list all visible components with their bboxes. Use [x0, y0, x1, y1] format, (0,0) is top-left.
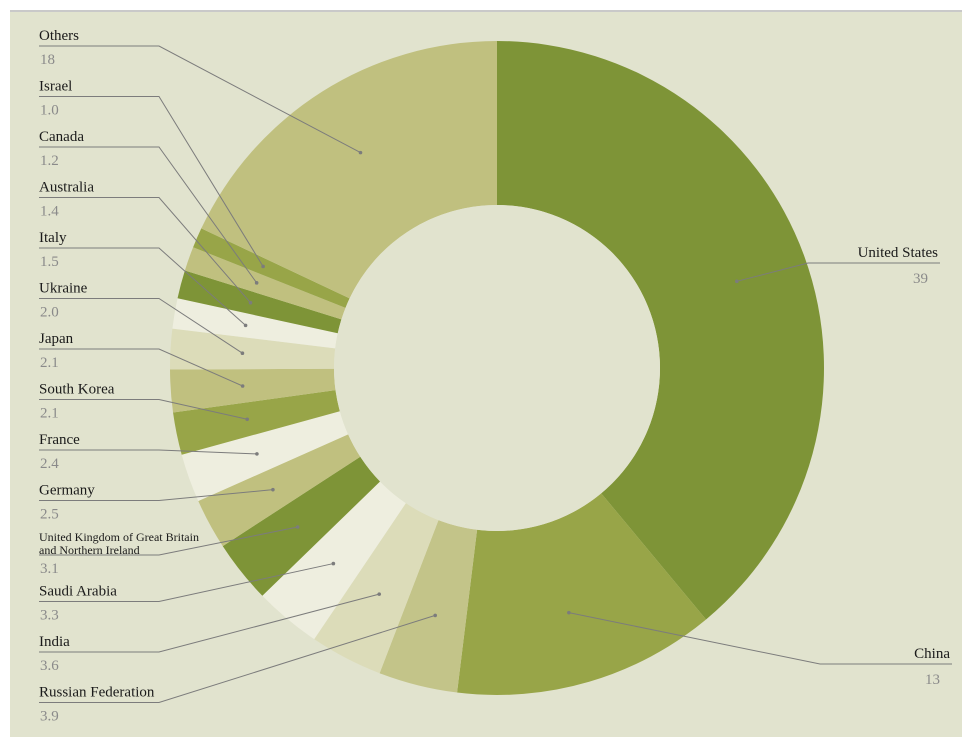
- slice-italy[interactable]: [172, 298, 338, 349]
- label-value-united-kingdom-of-great-britain-and-northern-ireland: 3.1: [40, 561, 59, 577]
- leader-dot-united-kingdom-of-great-britain-and-northern-ireland: [295, 525, 300, 529]
- label-value-italy: 1.5: [40, 254, 59, 270]
- label-value-israel: 1.0: [40, 103, 59, 119]
- label-name-united-kingdom-of-great-britain-and-northern-ireland-line-1: United Kingdom of Great Britain: [39, 530, 199, 544]
- leader-line-germany: [39, 489, 273, 501]
- leader-dot-others: [358, 150, 363, 155]
- label-group-australia: Australia 1.4: [39, 180, 253, 305]
- leader-line-ukraine: [39, 298, 243, 354]
- label-value-saudi-arabia: 3.3: [40, 608, 59, 624]
- label-name-ukraine: Ukraine: [39, 281, 88, 297]
- leader-line-south-korea: [39, 399, 248, 420]
- label-name-south-korea: South Korea: [39, 382, 115, 398]
- leader-line-australia: [39, 197, 251, 304]
- leader-line-others: [39, 45, 361, 154]
- label-group-italy: Italy 1.5: [39, 230, 248, 328]
- leader-line-saudi-arabia: [39, 563, 334, 602]
- label-value-russian-federation: 3.9: [40, 709, 59, 725]
- label-group-india: India 3.6: [39, 592, 382, 674]
- leader-dot-italy: [243, 323, 248, 328]
- leader-dot-india: [377, 592, 382, 596]
- label-name-canada: Canada: [39, 129, 84, 145]
- label-name-united-kingdom-of-great-britain-and-northern-ireland-line-2: and Northern Ireland: [39, 543, 140, 557]
- leader-dot-united-states: [735, 279, 739, 284]
- leader-dot-south-korea: [245, 417, 250, 422]
- leader-line-japan: [39, 348, 243, 387]
- slice-south-korea[interactable]: [173, 390, 340, 455]
- slice-others[interactable]: [201, 40, 497, 299]
- leader-dot-canada: [254, 281, 259, 285]
- leader-line-united-kingdom-of-great-britain-and-northern-ireland: [39, 526, 298, 556]
- label-name-germany: Germany: [39, 483, 95, 499]
- label-group-russian-federation: Russian Federation 3.9: [39, 613, 437, 725]
- label-value-india: 3.6: [40, 658, 59, 674]
- label-name-russian-federation: Russian Federation: [39, 685, 155, 701]
- leader-dot-russian-federation: [433, 613, 437, 618]
- slice-russian-federation[interactable]: [379, 520, 478, 693]
- label-value-china: 13: [925, 672, 940, 688]
- leader-dot-japan: [240, 384, 245, 388]
- label-value-united-states: 39: [913, 271, 928, 287]
- label-group-germany: Germany 2.5: [39, 483, 275, 523]
- leader-line-italy: [39, 247, 246, 326]
- slice-united-kingdom-of-great-britain-and-northern-ireland[interactable]: [222, 456, 381, 596]
- label-group-canada: Canada 1.2: [39, 129, 259, 285]
- slice-india[interactable]: [314, 503, 439, 674]
- leader-dot-saudi-arabia: [331, 561, 336, 566]
- label-name-china: China: [914, 646, 950, 662]
- label-value-germany: 2.5: [40, 507, 59, 523]
- label-name-israel: Israel: [39, 79, 72, 95]
- slice-japan[interactable]: [170, 368, 336, 413]
- label-name-australia: Australia: [39, 180, 94, 196]
- label-group-south-korea: South Korea 2.1: [39, 382, 250, 422]
- label-value-canada: 1.2: [40, 153, 59, 169]
- label-name-france: France: [39, 432, 80, 448]
- label-group-japan: Japan 2.1: [39, 331, 245, 388]
- slice-australia[interactable]: [177, 270, 342, 334]
- label-name-saudi-arabia: Saudi Arabia: [39, 584, 117, 600]
- label-group-ukraine: Ukraine 2.0: [39, 281, 245, 356]
- label-group-saudi-arabia: Saudi Arabia 3.3: [39, 561, 336, 624]
- label-name-japan: Japan: [39, 331, 74, 347]
- leader-line-china: [568, 612, 952, 665]
- label-name-italy: Italy: [39, 230, 67, 246]
- leader-line-united-states: [736, 262, 940, 282]
- donut-hole: [334, 205, 660, 531]
- leader-dot-france: [255, 452, 259, 456]
- label-name-united-states: United States: [858, 245, 939, 261]
- label-group-united-states: United States 39: [735, 245, 940, 287]
- leader-line-france: [39, 449, 257, 455]
- leader-line-canada: [39, 146, 258, 284]
- label-name-india: India: [39, 634, 70, 650]
- leader-dot-australia: [248, 300, 253, 305]
- label-value-japan: 2.1: [40, 355, 59, 371]
- label-value-ukraine: 2.0: [40, 305, 59, 321]
- slice-canada[interactable]: [184, 247, 346, 320]
- label-group-china: China 13: [567, 610, 952, 688]
- leader-line-israel: [39, 96, 264, 267]
- slice-saudi-arabia[interactable]: [262, 481, 406, 640]
- label-group-others: Others 18: [39, 28, 363, 155]
- slice-united-states[interactable]: [497, 41, 825, 620]
- label-group-france: France 2.4: [39, 432, 259, 472]
- leader-dot-germany: [271, 487, 275, 492]
- label-value-south-korea: 2.1: [40, 406, 59, 422]
- label-value-australia: 1.4: [40, 204, 59, 220]
- slice-germany[interactable]: [198, 434, 361, 547]
- slice-france[interactable]: [181, 411, 349, 502]
- slice-ukraine[interactable]: [169, 328, 336, 370]
- leader-line-india: [39, 593, 380, 653]
- slice-china[interactable]: [457, 493, 707, 695]
- label-name-others: Others: [39, 28, 79, 44]
- leader-dot-israel: [261, 264, 265, 269]
- label-value-france: 2.4: [40, 456, 59, 472]
- leader-dot-ukraine: [240, 351, 245, 356]
- label-group-israel: Israel 1.0: [39, 79, 265, 269]
- leader-line-russian-federation: [39, 614, 436, 703]
- label-value-others: 18: [40, 52, 55, 68]
